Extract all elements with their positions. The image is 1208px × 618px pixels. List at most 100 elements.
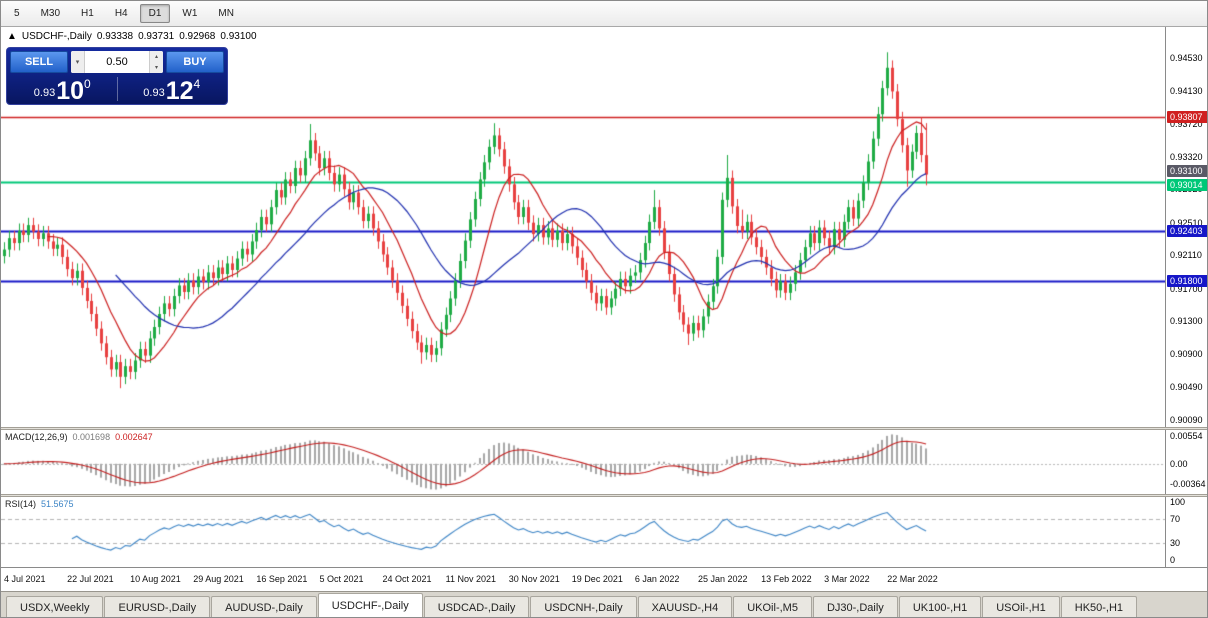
spinner-up-icon: ▴ bbox=[154, 54, 158, 60]
buy-button[interactable]: BUY bbox=[166, 51, 224, 73]
tab-eurusd-daily[interactable]: EURUSD-,Daily bbox=[104, 596, 211, 617]
rsi-tick: 30 bbox=[1170, 538, 1181, 549]
price-divider bbox=[116, 77, 118, 101]
price-tick: 0.90490 bbox=[1170, 382, 1203, 393]
tab-usdx-weekly[interactable]: USDX,Weekly bbox=[6, 596, 104, 617]
price-tag-green: 0.93014 bbox=[1167, 178, 1207, 191]
date-label: 13 Feb 2022 bbox=[761, 574, 812, 584]
spinner-down-icon: ▾ bbox=[154, 65, 158, 71]
timeframe-button-mn[interactable]: MN bbox=[218, 8, 234, 19]
tab-ukoil-m5[interactable]: UKOil-,M5 bbox=[733, 596, 812, 617]
date-label: 6 Jan 2022 bbox=[634, 574, 680, 584]
sell-price-sup: 0 bbox=[84, 77, 91, 91]
volume-control[interactable]: ▾ 0.50 ▴ ▾ bbox=[71, 51, 163, 73]
ohlc-high: 0.93731 bbox=[138, 31, 175, 42]
rsi-tick: 0 bbox=[1170, 555, 1176, 565]
date-label: 5 Oct 2021 bbox=[319, 574, 364, 584]
date-label: 11 Nov 2021 bbox=[445, 574, 496, 584]
buy-price-small: 0.93 bbox=[143, 87, 165, 99]
rsi-canvas[interactable] bbox=[1, 497, 1165, 565]
chart-window: ▲ USDCHF-,Daily 0.93338 0.93731 0.92968 0.931… bbox=[1, 27, 1207, 591]
symbol-marker-icon: ▲ bbox=[7, 31, 17, 42]
timeframe-button-5[interactable]: 5 bbox=[14, 8, 20, 19]
buy-price-big: 12 bbox=[165, 76, 194, 105]
price-tick: 0.90090 bbox=[1170, 414, 1203, 425]
rsi-header: RSI(14) 51.5675 bbox=[5, 499, 79, 509]
tab-audusd-daily[interactable]: AUDUSD-,Daily bbox=[211, 596, 317, 617]
ohlc-open: 0.93338 bbox=[96, 31, 134, 42]
date-label: 30 Nov 2021 bbox=[508, 574, 560, 584]
sell-price-small: 0.93 bbox=[33, 87, 56, 99]
time-axis[interactable]: 4 Jul 2021 22 Jul 2021 10 Aug 2021 29 Aug 2… bbox=[1, 567, 1207, 591]
tab-dj30-daily[interactable]: DJ30-,Daily bbox=[812, 596, 898, 617]
price-tick: 0.93320 bbox=[1170, 151, 1203, 162]
sell-price-big: 10 bbox=[56, 76, 85, 105]
symbol-title: USDCHF-,Daily bbox=[21, 31, 92, 42]
ohlc-close: 0.93100 bbox=[220, 31, 257, 42]
price-axis[interactable]: 0.945300.941300.937200.933200.929200.925… bbox=[1165, 27, 1207, 567]
price-tick: 0.94130 bbox=[1170, 85, 1203, 96]
macd-indicator-pane[interactable]: MACD(12,26,9) 0.001698 0.002647 bbox=[1, 430, 1165, 494]
rsi-tick: 100 bbox=[1170, 497, 1186, 507]
macd-tick: 0.00554 bbox=[1170, 431, 1203, 441]
macd-canvas[interactable] bbox=[1, 430, 1165, 494]
date-label: 3 Mar 2022 bbox=[824, 574, 870, 584]
sell-button[interactable]: SELL bbox=[10, 51, 68, 73]
price-tick: 0.91700 bbox=[1170, 283, 1203, 294]
price-tag-red: 0.93807 bbox=[1167, 110, 1207, 123]
rsi-value: 51.5675 bbox=[41, 499, 74, 509]
volume-spinner[interactable]: ▴ ▾ bbox=[149, 51, 163, 73]
buy-price[interactable]: 0.93 12 4 bbox=[120, 74, 225, 104]
price-tick: 0.94530 bbox=[1170, 52, 1203, 63]
macd-value-main: 0.001698 bbox=[72, 432, 111, 442]
price-tag-bid: 0.93100 bbox=[1167, 164, 1207, 177]
price-tick: 0.90900 bbox=[1170, 348, 1203, 359]
date-label: 16 Sep 2021 bbox=[256, 574, 308, 584]
tab-xauusd-h4[interactable]: XAUUSD-,H4 bbox=[637, 596, 733, 617]
tab-hk50-h1[interactable]: HK50-,H1 bbox=[1060, 596, 1138, 617]
macd-header: MACD(12,26,9) 0.001698 0.002647 bbox=[5, 432, 158, 442]
price-chart-pane[interactable]: ▲ USDCHF-,Daily 0.93338 0.93731 0.92968 0.931… bbox=[1, 27, 1165, 427]
date-label: 22 Jul 2021 bbox=[67, 574, 114, 584]
chart-tabs-bar: USDX,Weekly EURUSD-,Daily AUDUSD-,Daily USD… bbox=[1, 591, 1207, 617]
price-tick: 0.91300 bbox=[1170, 316, 1203, 327]
ohlc-low: 0.92968 bbox=[179, 31, 216, 42]
volume-dropdown-icon[interactable]: ▾ bbox=[71, 51, 85, 73]
pane-divider[interactable] bbox=[1, 427, 1207, 430]
date-label: 29 Aug 2021 bbox=[193, 574, 244, 584]
date-label: 25 Jan 2022 bbox=[697, 574, 748, 584]
timeframe-button-w1[interactable]: W1 bbox=[182, 8, 198, 19]
date-label: 19 Dec 2021 bbox=[571, 574, 623, 584]
tab-usdcad-daily[interactable]: USDCAD-,Daily bbox=[423, 596, 530, 617]
date-label: 10 Aug 2021 bbox=[130, 574, 181, 584]
volume-value[interactable]: 0.50 bbox=[106, 56, 128, 68]
tab-usdchf-daily[interactable]: USDCHF-,Daily bbox=[317, 593, 423, 617]
timeframe-toolbar: 5 M30 H1 H4 D1 W1 MN bbox=[1, 1, 1207, 27]
price-tick: 0.92510 bbox=[1170, 217, 1203, 228]
one-click-trading-panel: SELL ▾ 0.50 ▴ ▾ BUY 0.93 10 0 0.93 12 4 bbox=[6, 47, 228, 105]
timeframe-button-d1[interactable]: D1 bbox=[139, 4, 171, 23]
pane-divider[interactable] bbox=[1, 494, 1207, 497]
macd-tick: -0.00364 bbox=[1170, 479, 1206, 490]
price-tick: 0.92110 bbox=[1170, 250, 1202, 261]
rsi-tick: 70 bbox=[1170, 513, 1181, 524]
rsi-indicator-pane[interactable]: RSI(14) 51.5675 bbox=[1, 497, 1165, 565]
tab-usdcnh-daily[interactable]: USDCNH-,Daily bbox=[530, 596, 637, 617]
macd-tick: 0.00 bbox=[1170, 458, 1188, 469]
timeframe-button-h1[interactable]: H1 bbox=[81, 8, 94, 19]
sell-price[interactable]: 0.93 10 0 bbox=[10, 74, 115, 104]
price-tag-blue: 0.91800 bbox=[1167, 274, 1207, 287]
buy-price-sup: 4 bbox=[193, 77, 201, 91]
macd-value-signal: 0.002647 bbox=[115, 432, 153, 442]
timeframe-button-h4[interactable]: H4 bbox=[114, 8, 128, 19]
price-tag-blue: 0.92403 bbox=[1167, 225, 1207, 238]
timeframe-button-m30[interactable]: M30 bbox=[40, 8, 61, 19]
date-label: 4 Jul 2021 bbox=[4, 574, 46, 584]
macd-label: MACD(12,26,9) bbox=[5, 432, 68, 442]
date-label: 24 Oct 2021 bbox=[382, 574, 432, 584]
price-tick: 0.93720 bbox=[1170, 119, 1203, 130]
tab-uk100-h1[interactable]: UK100-,H1 bbox=[898, 596, 982, 617]
tab-usoil-h1[interactable]: USOil-,H1 bbox=[982, 596, 1060, 617]
date-label: 22 Mar 2022 bbox=[887, 574, 938, 584]
